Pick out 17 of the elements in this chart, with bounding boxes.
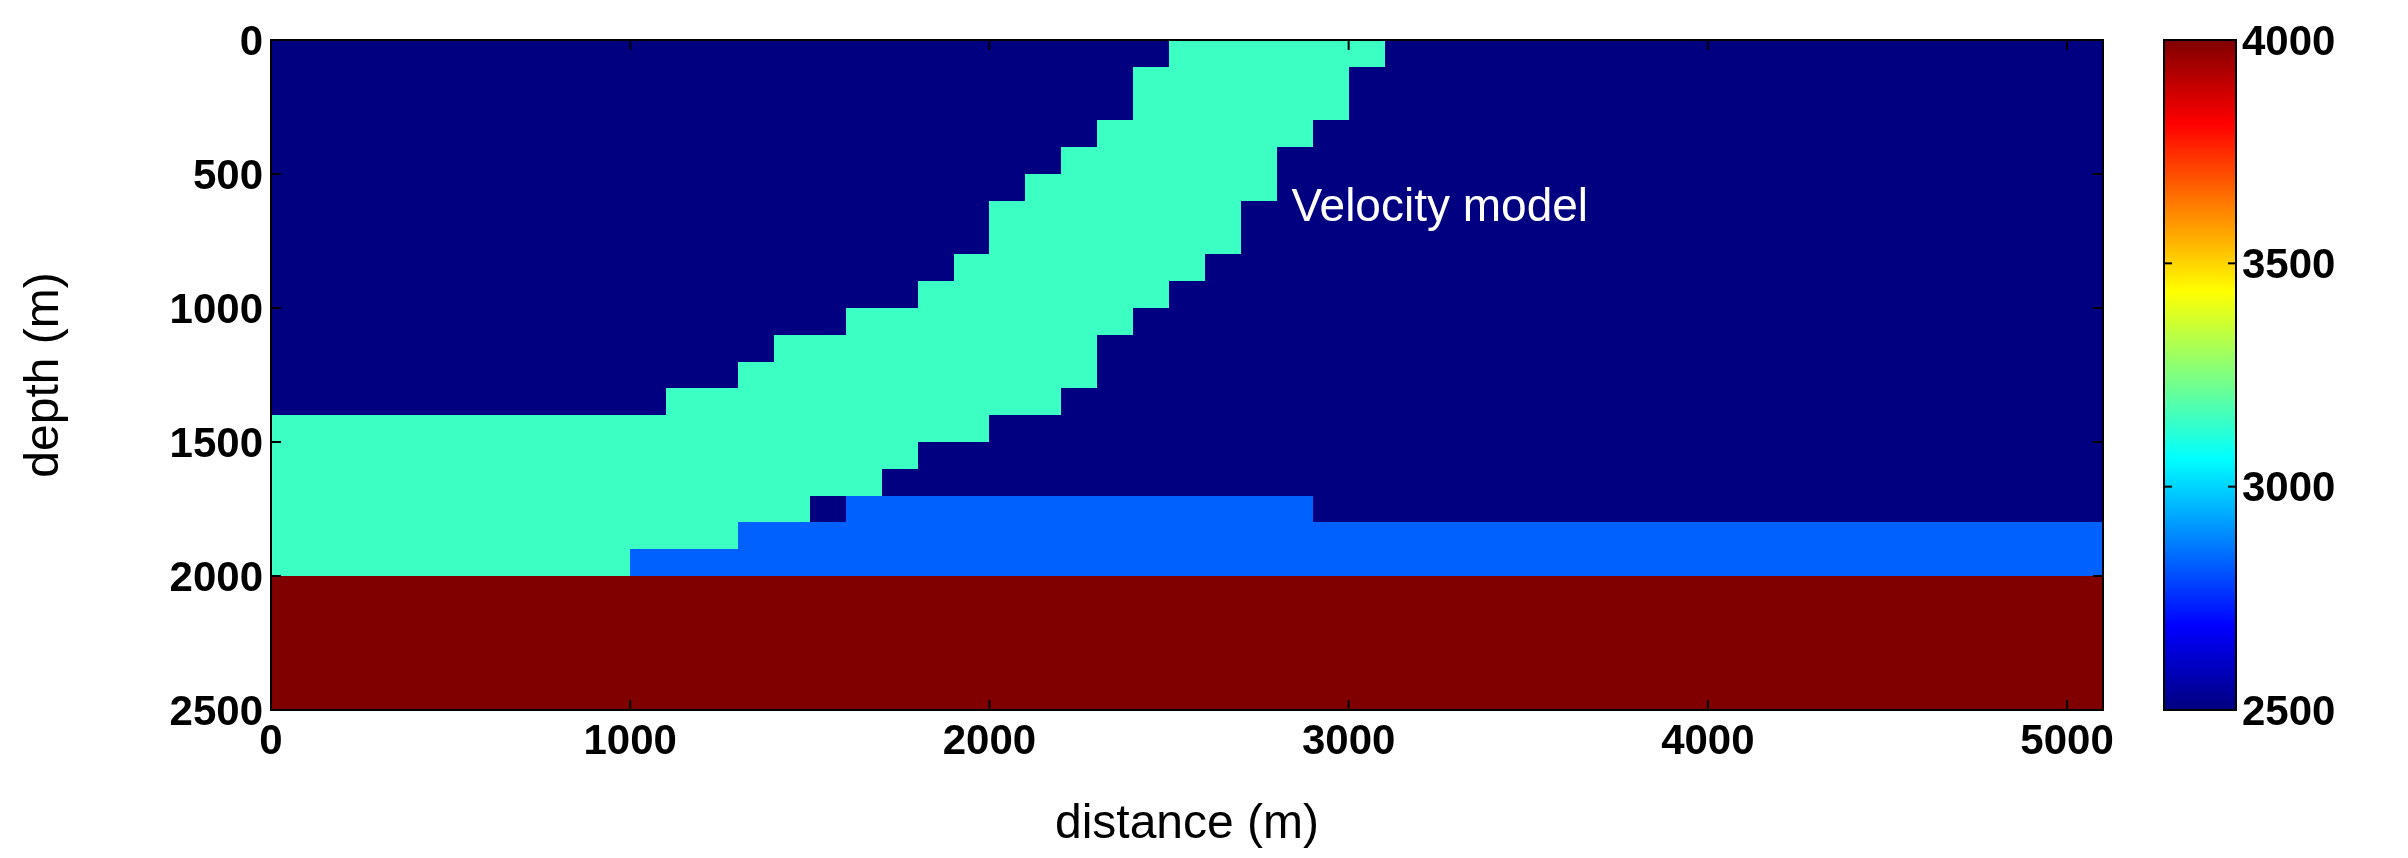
y-axis-title: depth (m) (15, 272, 68, 478)
annotation: Velocity model (1291, 178, 1589, 231)
y-tick-label: 0 (239, 16, 263, 64)
x-tick-label: 2000 (942, 716, 1037, 763)
y-tick-label: 2000 (169, 552, 263, 600)
y-tick-label: 500 (192, 150, 263, 198)
x-axis-title: distance (m) (1054, 795, 1320, 848)
color-bar-label: 2500 (2242, 686, 2336, 734)
y-tick-label: 1500 (169, 418, 263, 466)
y-tick-label: 1000 (169, 284, 263, 332)
x-tick-label: 1000 (583, 716, 677, 763)
x-tick-label: 5000 (2020, 716, 2114, 763)
x-tick-label: 3000 (1301, 716, 1396, 763)
color-bar-label: 3000 (2242, 463, 2336, 511)
x-tick-label: 4000 (1661, 716, 1755, 763)
color-bar-label: 3500 (2242, 240, 2336, 288)
color-bar-label: 4000 (2242, 16, 2336, 64)
